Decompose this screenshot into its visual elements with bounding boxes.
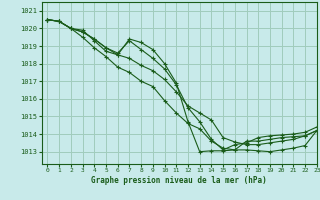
X-axis label: Graphe pression niveau de la mer (hPa): Graphe pression niveau de la mer (hPa) bbox=[91, 176, 267, 185]
